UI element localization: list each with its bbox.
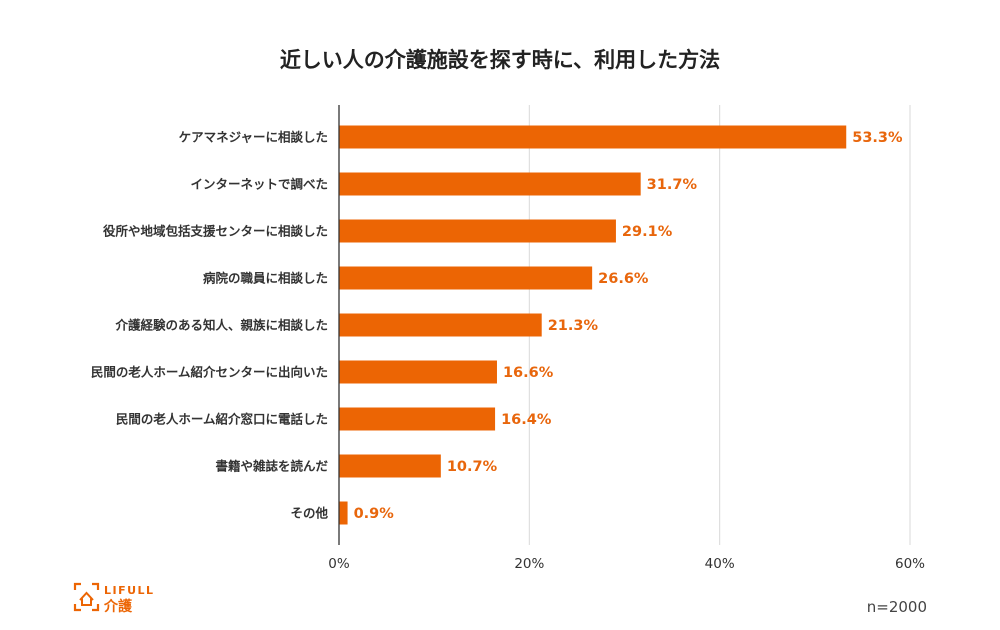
value-label: 31.7% [647,177,698,193]
bar [339,172,641,196]
value-label: 53.3% [852,130,903,146]
category-label: その他 [290,506,328,521]
x-tick-label: 40% [705,556,735,572]
bar [339,360,497,384]
logo-corner-icon [73,582,81,590]
bar [339,454,441,478]
bar [339,266,593,290]
category-label: ケアマネジャーに相談した [179,130,328,145]
category-label: 民間の老人ホーム紹介センターに出向いた [91,365,328,380]
category-label: 書籍や雑誌を読んだ [215,459,328,474]
value-label: 10.7% [447,459,498,475]
x-tick-label: 60% [895,556,925,572]
chart-title: 近しい人の介護施設を探す時に、利用した方法 [280,48,720,72]
value-label: 29.1% [622,224,673,240]
value-label: 16.4% [501,412,552,428]
category-label: 民間の老人ホーム紹介窓口に電話した [116,412,328,427]
logo-brand: LIFULL [104,584,155,597]
category-label: 介護経験のある知人、親族に相談した [114,318,328,333]
value-label: 21.3% [548,318,599,334]
bar [339,219,616,243]
value-label: 16.6% [503,365,554,381]
value-label: 26.6% [598,271,649,287]
x-tick-label: 20% [514,556,544,572]
x-tick-label: 0% [328,556,350,572]
category-label: 病院の職員に相談した [203,271,328,286]
bar [339,125,847,149]
category-label: インターネットで調べた [190,177,328,192]
logo-corner-icon [73,604,81,612]
value-label: 0.9% [354,506,395,522]
logo-house-icon [79,591,94,606]
logo-corner-icon [92,604,100,612]
logo-product: 介護 [103,598,133,615]
bar [339,313,542,337]
sample-size-note: n=2000 [867,598,927,616]
category-label: 役所や地域包括支援センターに相談した [103,224,328,239]
bar [339,501,348,525]
logo-corner-icon [92,582,100,590]
bar [339,407,496,431]
